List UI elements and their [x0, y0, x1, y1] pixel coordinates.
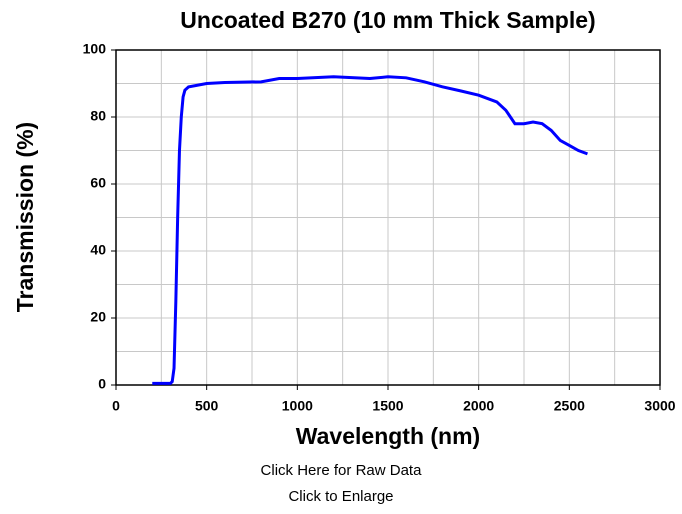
x-axis-label: Wavelength (nm) [296, 423, 480, 449]
y-tick-label: 40 [90, 242, 106, 258]
x-tick-label: 2000 [463, 398, 494, 414]
y-tick-label: 100 [83, 41, 107, 57]
chart-title: Uncoated B270 (10 mm Thick Sample) [180, 7, 595, 33]
y-tick-label: 20 [90, 309, 106, 325]
x-tick-label: 3000 [644, 398, 675, 414]
y-axis-label: Transmission (%) [12, 122, 38, 312]
chart: Uncoated B270 (10 mm Thick Sample) Wavel… [12, 7, 676, 449]
x-tick-label: 2500 [554, 398, 585, 414]
raw-data-link[interactable]: Click Here for Raw Data [260, 462, 422, 479]
y-tick-label: 80 [90, 108, 106, 124]
x-tick-label: 1000 [282, 398, 313, 414]
y-tick-label: 60 [90, 175, 106, 191]
plot-frame [115, 49, 661, 386]
data-line [152, 75, 588, 385]
y-tick-label: 0 [98, 376, 106, 392]
enlarge-link[interactable]: Click to Enlarge [288, 488, 394, 505]
x-tick-label: 500 [195, 398, 219, 414]
x-tick-label: 0 [112, 398, 120, 414]
x-tick-label: 1500 [372, 398, 403, 414]
